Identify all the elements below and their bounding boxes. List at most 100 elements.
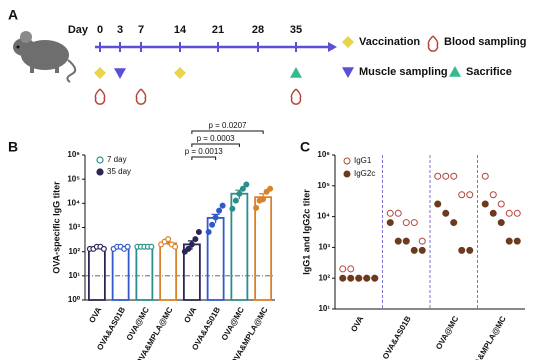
data-point <box>418 246 426 254</box>
legend-marker <box>342 67 354 78</box>
data-point <box>195 229 202 236</box>
legend-marker <box>343 157 351 165</box>
data-point <box>434 172 442 180</box>
y-tick-label: 10² <box>68 247 80 256</box>
day-tick-label: 7 <box>138 24 144 36</box>
significance-label: p = 0.0207 <box>208 121 247 130</box>
panel-label: B <box>8 139 18 155</box>
day-tick-label: 35 <box>290 24 302 36</box>
data-point <box>165 236 172 243</box>
y-axis-label: IgG1 and IgG2c titer <box>301 189 311 275</box>
data-point <box>505 209 513 217</box>
significance-bracket <box>191 156 217 160</box>
data-point <box>458 246 466 254</box>
data-point <box>481 172 489 180</box>
data-point <box>192 236 199 243</box>
data-point <box>434 200 442 208</box>
data-point <box>450 172 458 180</box>
y-tick-label: 10⁴ <box>67 198 80 207</box>
data-point <box>402 237 410 245</box>
day-tick-label: 14 <box>174 24 187 36</box>
data-point <box>450 219 458 227</box>
legend-label: IgG2c <box>354 169 375 178</box>
panel-label: C <box>300 139 310 155</box>
data-point <box>402 219 410 227</box>
data-point <box>243 181 250 188</box>
data-point <box>172 243 179 250</box>
data-point <box>363 274 371 282</box>
data-point <box>466 191 474 199</box>
x-tick-label: OVA <box>87 305 103 324</box>
data-point <box>205 229 212 236</box>
data-point <box>232 197 239 204</box>
data-point <box>497 200 505 208</box>
data-point <box>267 185 274 192</box>
x-tick-label: OVA@MC <box>220 305 246 342</box>
data-point <box>394 209 402 217</box>
bar <box>254 196 273 301</box>
data-point <box>219 202 226 209</box>
day-tick-label: 21 <box>212 24 224 36</box>
y-tick-label: 10³ <box>318 243 330 252</box>
data-point <box>458 191 466 199</box>
data-point <box>481 200 489 208</box>
significance-bracket <box>191 143 240 147</box>
y-tick-label: 10³ <box>68 223 80 232</box>
significance-bracket <box>191 130 264 134</box>
data-point <box>442 209 450 217</box>
legend-marker <box>449 66 461 77</box>
y-axis-label: OVA-specific IgG titer <box>51 181 61 274</box>
x-tick-label: OVA&MPLA@MC <box>467 314 508 360</box>
day-label: Day <box>68 24 89 36</box>
data-point <box>497 219 505 227</box>
mouse-icon <box>13 31 77 83</box>
timeline-arrow <box>328 42 337 52</box>
bar <box>87 246 106 301</box>
legend-label: Vaccination <box>359 36 420 48</box>
legend-marker <box>427 35 439 52</box>
y-tick-label: 10¹ <box>68 271 80 280</box>
data-point <box>394 237 402 245</box>
x-tick-label: OVA <box>182 305 198 324</box>
legend-marker <box>96 168 104 176</box>
y-tick-label: 10⁵ <box>67 174 80 183</box>
data-point <box>347 265 355 273</box>
y-tick-label: 10² <box>318 273 330 282</box>
data-point <box>513 237 521 245</box>
legend-label: 35 day <box>107 167 131 176</box>
data-point <box>148 243 155 250</box>
muscle-sampling-marker <box>114 68 126 79</box>
data-point <box>489 191 497 199</box>
sacrifice-marker <box>290 67 302 78</box>
legend-label: 7 day <box>107 155 127 164</box>
y-tick-label: 10⁶ <box>317 150 330 159</box>
data-point <box>386 209 394 217</box>
bar <box>111 246 130 301</box>
data-point <box>347 274 355 282</box>
data-point <box>239 185 246 192</box>
day-tick-label: 3 <box>117 24 123 36</box>
data-point <box>185 245 192 252</box>
data-point <box>410 219 418 227</box>
x-tick-label: OVA@MC <box>434 314 460 351</box>
legend-label: Muscle sampling <box>359 66 448 78</box>
data-point <box>100 245 107 252</box>
panel-label: A <box>8 7 18 23</box>
bar <box>159 242 178 301</box>
legend-marker <box>342 36 354 48</box>
data-point <box>410 246 418 254</box>
data-point <box>339 274 347 282</box>
bar <box>135 245 154 301</box>
data-point <box>505 237 513 245</box>
x-tick-label: OVA <box>349 314 365 333</box>
data-point <box>339 265 347 273</box>
data-point <box>386 219 394 227</box>
data-point <box>236 190 243 197</box>
blood-sampling-marker <box>290 88 302 105</box>
data-point <box>229 205 236 212</box>
day-tick-label: 28 <box>252 24 264 36</box>
data-point <box>253 204 260 211</box>
legend-marker <box>343 170 351 178</box>
y-tick-label: 10⁶ <box>67 150 80 159</box>
data-point <box>212 214 219 221</box>
